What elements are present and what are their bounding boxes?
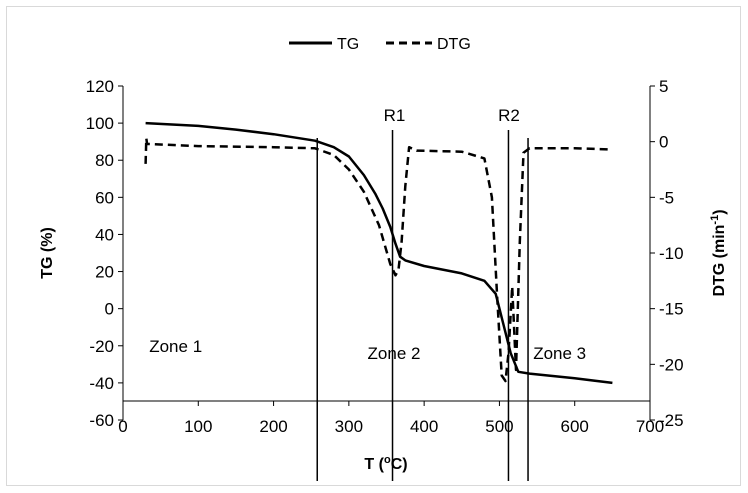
chart-frame <box>6 6 741 486</box>
y-left-tick-label: -60 <box>89 411 114 430</box>
y-right-tick-label: 5 <box>659 77 668 96</box>
legend-tg-label: TG <box>337 36 359 53</box>
x-tick-label: 600 <box>561 417 589 436</box>
x-tick-label: 700 <box>636 417 664 436</box>
x-tick-label: 500 <box>485 417 513 436</box>
y-axis-right-title: DTG (min-1) <box>709 209 728 296</box>
y-left-tick-label: 40 <box>95 225 114 244</box>
annotations: R1 R2 Zone 1 Zone 2 Zone 3 <box>149 106 586 363</box>
y-left-tick-label: 60 <box>95 188 114 207</box>
y-left-tick-label: 120 <box>86 77 114 96</box>
x-tick-label: 300 <box>335 417 363 436</box>
y-right-tick-label: -25 <box>659 411 684 430</box>
y-left-tick-label: 100 <box>86 114 114 133</box>
x-tick-label: 0 <box>118 417 127 436</box>
y-right-tick-label: -15 <box>659 300 684 319</box>
y-right-tick-label: -5 <box>659 188 674 207</box>
y-axis-left-title: TG (%) <box>39 227 56 279</box>
annotation-label: R2 <box>498 106 520 125</box>
legend-dtg-label: DTG <box>437 36 471 53</box>
legend: TG DTG <box>289 36 471 53</box>
y-axis-left-ticks: -60 -40 -20 0 20 40 60 80 100 120 <box>86 77 123 430</box>
y-left-tick-label: -40 <box>89 374 114 393</box>
x-tick-label: 200 <box>259 417 287 436</box>
series-layer <box>144 121 613 385</box>
annotation-label: R1 <box>384 106 406 125</box>
x-tick-label: 400 <box>410 417 438 436</box>
y-left-tick-label: 80 <box>95 151 114 170</box>
y-left-tick-label: 20 <box>95 263 114 282</box>
annotation-label: Zone 3 <box>533 344 586 363</box>
y-right-tick-label: 0 <box>659 133 668 152</box>
x-axis-title: T (oC) <box>364 454 407 473</box>
y-axis-right-ticks: -25 -20 -15 -10 -5 0 5 <box>650 77 684 430</box>
x-axis-ticks: 0 100 200 300 400 500 600 700 <box>118 401 664 436</box>
annotation-label: Zone 2 <box>368 344 421 363</box>
series-line-tg <box>145 121 613 385</box>
y-left-tick-label: -20 <box>89 337 114 356</box>
x-tick-label: 100 <box>184 417 212 436</box>
y-left-tick-label: 0 <box>105 300 114 319</box>
y-right-tick-label: -10 <box>659 244 684 263</box>
series-line-dtg <box>144 137 613 383</box>
zone-boundary-lines <box>316 130 529 481</box>
y-right-tick-label: -20 <box>659 355 684 374</box>
annotation-label: Zone 1 <box>149 337 202 356</box>
